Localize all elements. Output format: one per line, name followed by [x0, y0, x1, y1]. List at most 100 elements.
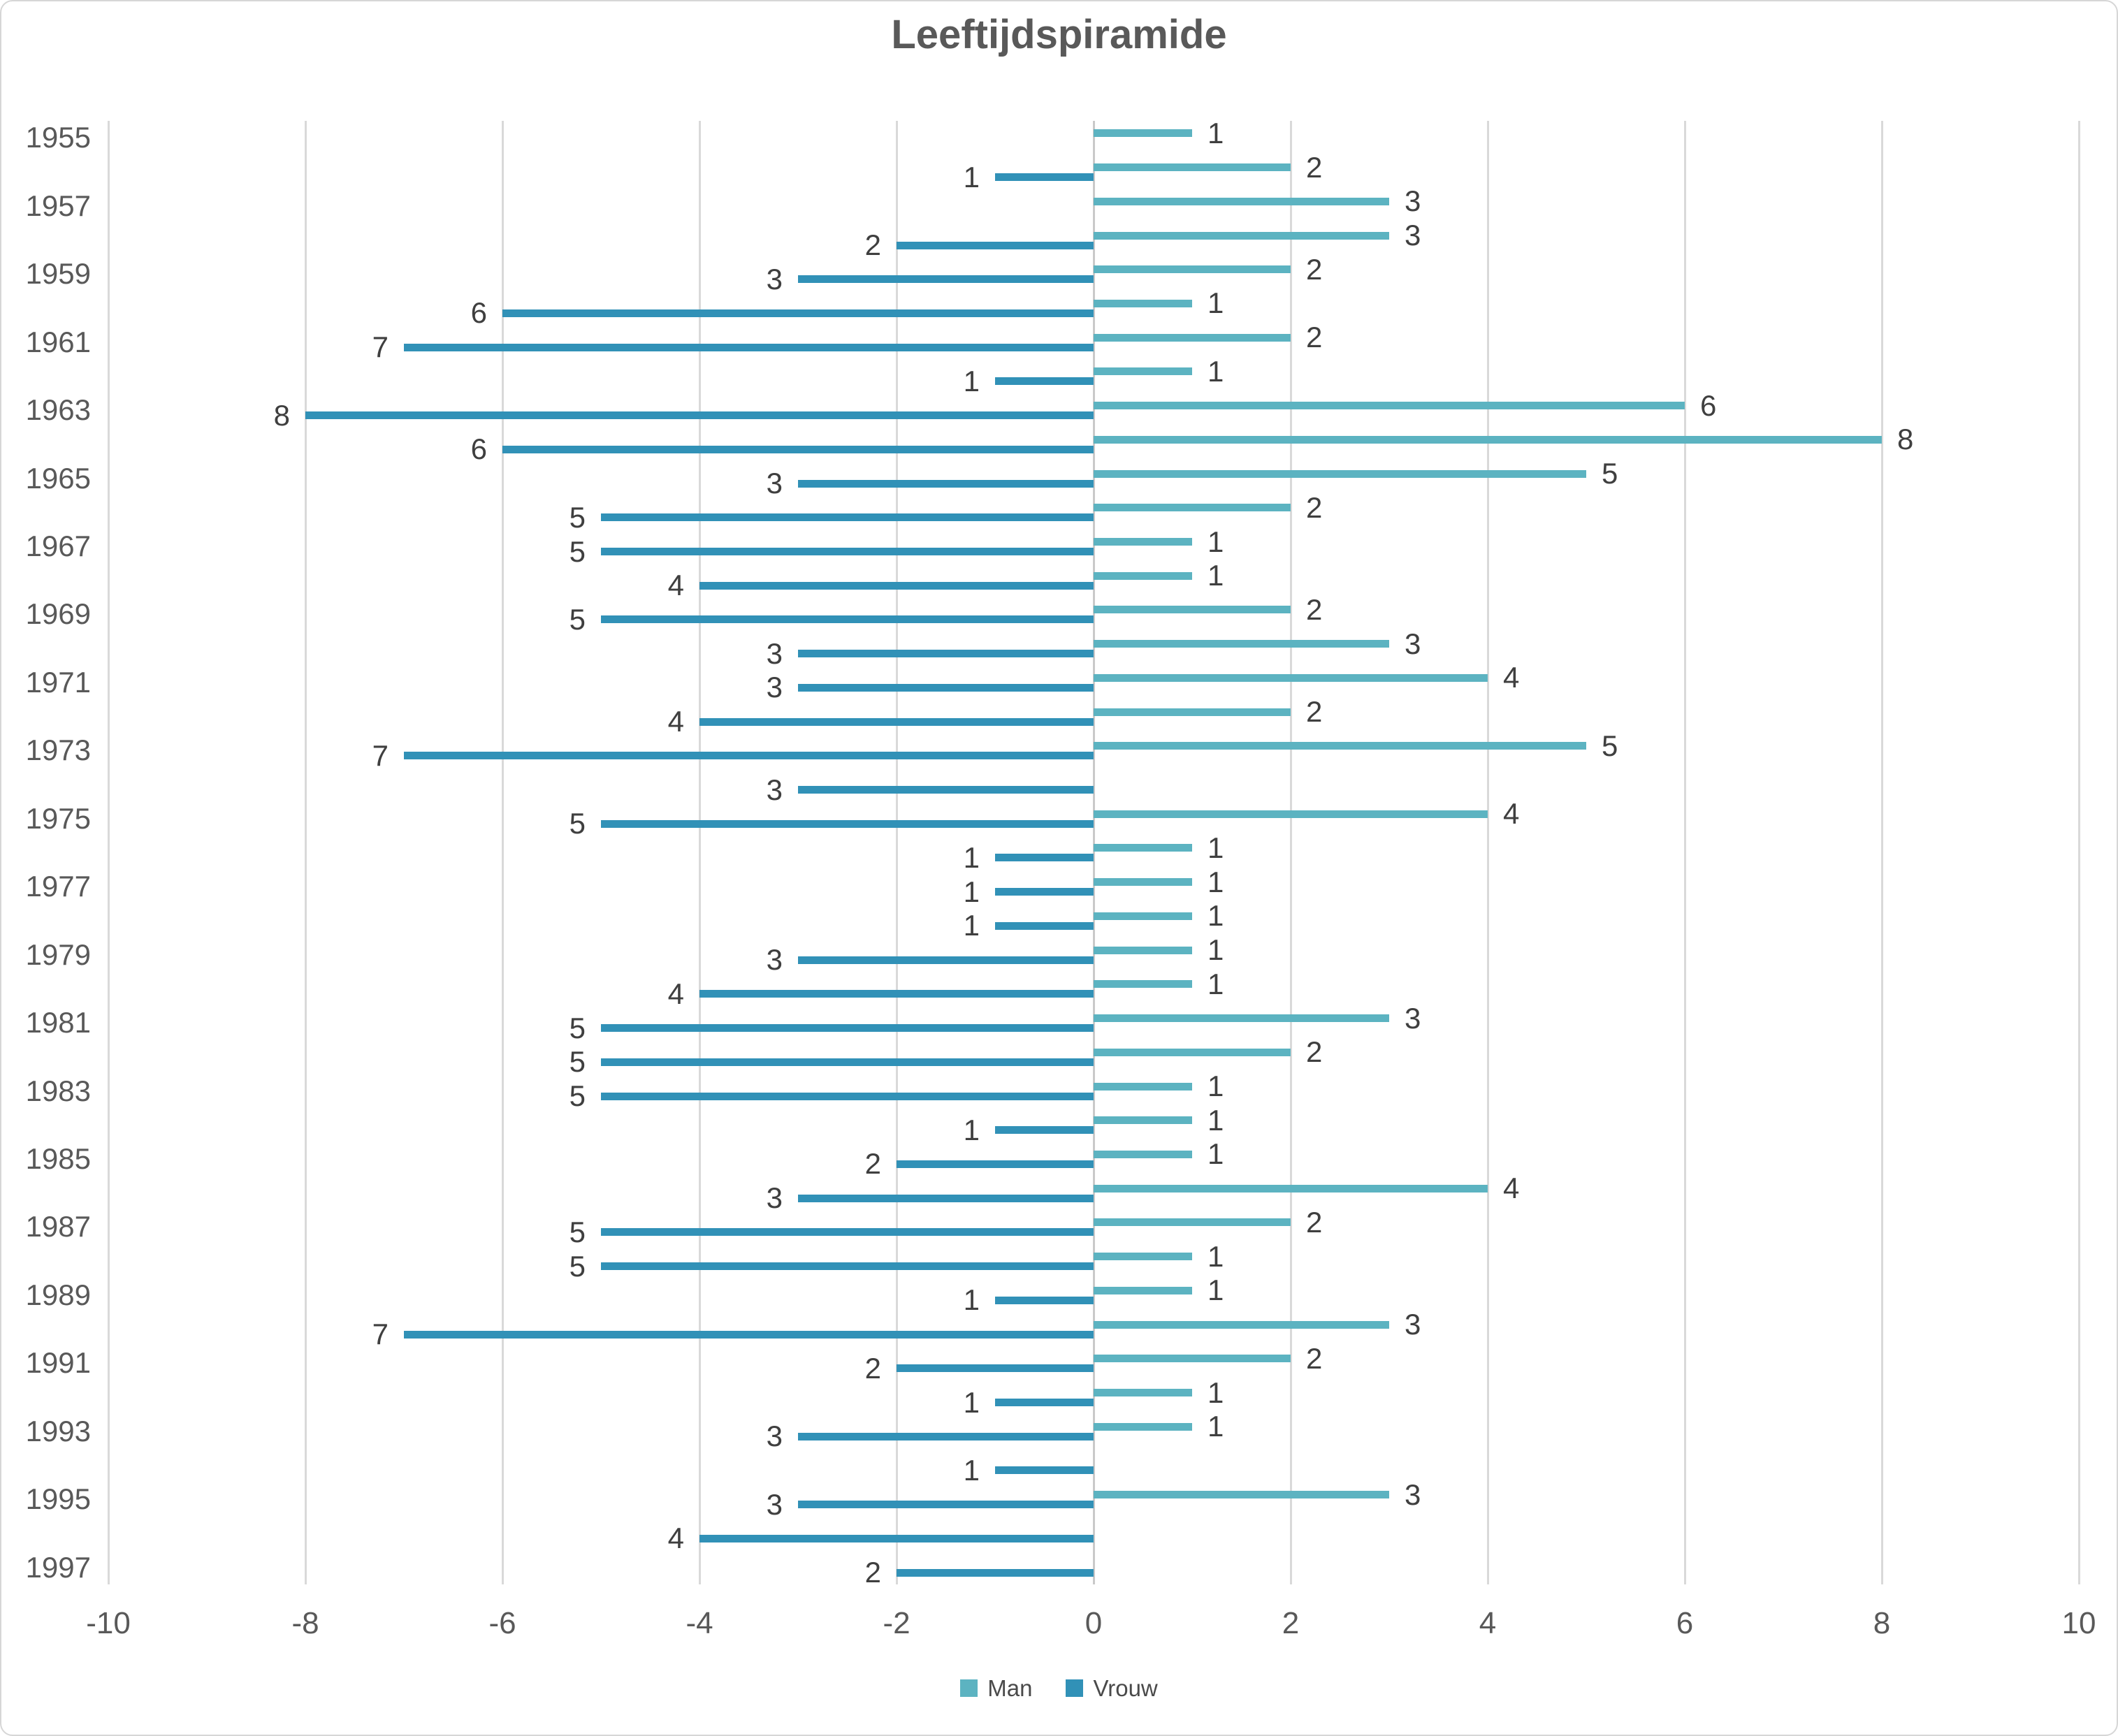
bar-label-vrouw-1967: 5	[569, 534, 586, 568]
bar-vrouw-1974	[798, 786, 1094, 794]
bar-vrouw-1958	[897, 241, 1094, 249]
bar-man-1958	[1094, 231, 1389, 240]
bar-label-vrouw-1976: 1	[963, 840, 980, 874]
gridline-x--2	[895, 121, 898, 1584]
bar-label-man-1975: 4	[1503, 797, 1520, 831]
bar-label-vrouw-1980: 4	[667, 977, 684, 1010]
bar-man-1960	[1094, 299, 1192, 307]
legend-item-man: Man	[960, 1677, 1032, 1700]
bar-man-1985	[1094, 1150, 1192, 1158]
bar-vrouw-1969	[601, 615, 1094, 624]
bar-label-man-1989: 1	[1207, 1274, 1224, 1307]
bar-label-vrouw-1974: 3	[766, 773, 783, 806]
bar-vrouw-1962	[995, 377, 1094, 386]
gridline-x-4	[1486, 121, 1489, 1584]
bar-label-vrouw-1992: 1	[963, 1385, 980, 1419]
bar-vrouw-1966	[601, 513, 1094, 522]
bar-label-vrouw-1962: 1	[963, 364, 980, 397]
bar-label-vrouw-1961: 7	[372, 330, 389, 364]
bar-man-1982	[1094, 1048, 1291, 1056]
bar-man-1956	[1094, 163, 1291, 172]
y-axis-label-1955: 1955	[25, 121, 91, 154]
bar-label-man-1972: 2	[1306, 695, 1323, 729]
bar-vrouw-1968	[699, 581, 1094, 590]
bar-label-vrouw-1981: 5	[569, 1011, 586, 1044]
y-axis-label-1957: 1957	[25, 189, 91, 222]
bar-label-vrouw-1985: 2	[864, 1147, 881, 1181]
bar-man-1969	[1094, 606, 1291, 614]
y-axis-label-1985: 1985	[25, 1141, 91, 1175]
bar-vrouw-1972	[699, 717, 1094, 726]
bar-label-man-1978: 1	[1207, 899, 1224, 933]
bar-vrouw-1975	[601, 819, 1094, 828]
bar-man-1955	[1094, 129, 1192, 138]
bar-label-man-1956: 2	[1306, 150, 1323, 184]
bar-vrouw-1976	[995, 854, 1094, 862]
bar-label-vrouw-1993: 3	[766, 1420, 783, 1453]
bar-label-man-1955: 1	[1207, 116, 1224, 149]
bar-man-1970	[1094, 640, 1389, 648]
bar-vrouw-1995	[798, 1501, 1094, 1509]
x-axis-label--2: -2	[883, 1606, 911, 1640]
bar-label-vrouw-1997: 2	[864, 1556, 881, 1589]
bar-label-vrouw-1995: 3	[766, 1487, 783, 1521]
bar-vrouw-1959	[798, 275, 1094, 284]
bar-label-vrouw-1963: 8	[273, 398, 290, 432]
x-axis-label--8: -8	[291, 1606, 319, 1640]
bar-man-1977	[1094, 878, 1192, 887]
bar-man-1959	[1094, 265, 1291, 274]
bar-label-man-1969: 2	[1306, 592, 1323, 626]
gridline-x-8	[1880, 121, 1883, 1584]
y-axis-label-1967: 1967	[25, 530, 91, 562]
x-axis-label-4: 4	[1479, 1606, 1497, 1640]
bar-label-vrouw-1978: 1	[963, 909, 980, 942]
bar-vrouw-1971	[798, 683, 1094, 692]
bar-man-1992	[1094, 1389, 1192, 1396]
y-axis-label-1959: 1959	[25, 257, 91, 291]
y-axis-label-1969: 1969	[25, 597, 91, 631]
bar-vrouw-1985	[897, 1160, 1094, 1168]
y-axis-label-1983: 1983	[25, 1074, 91, 1107]
y-axis-label-1979: 1979	[25, 938, 91, 971]
gridline-x-2	[1289, 121, 1292, 1584]
legend-label-man: Man	[987, 1675, 1033, 1701]
bar-label-man-1966: 2	[1306, 490, 1323, 524]
bar-label-man-1988: 1	[1207, 1239, 1224, 1273]
y-axis-label-1987: 1987	[25, 1210, 91, 1243]
bar-man-1991	[1094, 1355, 1291, 1363]
y-axis-label-1973: 1973	[25, 734, 91, 767]
x-axis-label--10: -10	[86, 1606, 131, 1640]
bar-label-vrouw-1960: 6	[470, 296, 487, 330]
bar-label-man-1970: 3	[1405, 627, 1421, 660]
x-axis-label-8: 8	[1873, 1606, 1891, 1640]
bar-label-man-1983: 1	[1207, 1070, 1224, 1103]
bar-man-1983	[1094, 1082, 1192, 1091]
bar-man-1978	[1094, 912, 1192, 920]
y-axis-label-1977: 1977	[25, 870, 91, 903]
bar-label-vrouw-1991: 2	[864, 1351, 881, 1385]
bar-label-vrouw-1969: 5	[569, 602, 586, 636]
gridline-x--4	[698, 121, 701, 1584]
bar-man-1984	[1094, 1116, 1192, 1125]
bar-label-vrouw-1971: 3	[766, 671, 783, 704]
bar-label-vrouw-1984: 1	[963, 1113, 980, 1146]
bar-label-man-1958: 3	[1405, 219, 1421, 252]
bar-man-1987	[1094, 1218, 1291, 1227]
bar-man-1973	[1094, 742, 1586, 750]
bar-man-1989	[1094, 1286, 1192, 1294]
bar-label-vrouw-1972: 4	[667, 705, 684, 738]
bar-label-man-1987: 2	[1306, 1205, 1323, 1239]
bar-label-man-1985: 1	[1207, 1137, 1224, 1171]
bar-label-vrouw-1983: 5	[569, 1079, 586, 1113]
bar-label-vrouw-1986: 3	[766, 1181, 783, 1215]
y-axis-label-1991: 1991	[25, 1346, 91, 1380]
chart-title: Leeftijdspiramide	[891, 12, 1227, 57]
bar-vrouw-1963	[305, 411, 1094, 420]
bar-man-1981	[1094, 1014, 1389, 1023]
bar-label-man-1973: 5	[1602, 729, 1618, 762]
bar-vrouw-1973	[404, 752, 1094, 760]
bar-label-man-1984: 1	[1207, 1103, 1224, 1137]
bar-vrouw-1983	[601, 1092, 1094, 1100]
y-axis-label-1981: 1981	[25, 1006, 91, 1040]
